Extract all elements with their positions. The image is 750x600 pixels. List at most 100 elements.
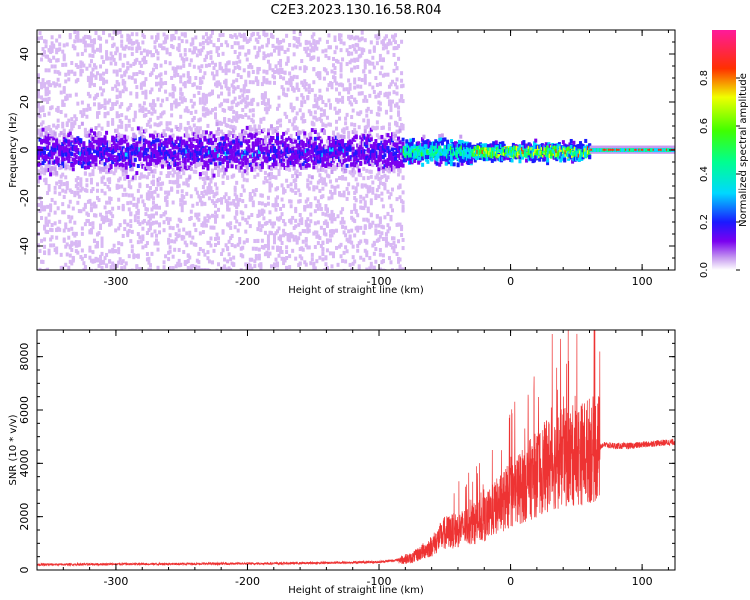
spectrogram-cell bbox=[300, 139, 304, 144]
spectrogram-cell bbox=[62, 194, 66, 199]
spectrogram-cell bbox=[49, 227, 53, 232]
spectrogram-cell bbox=[89, 75, 93, 80]
spectrogram-cell bbox=[365, 239, 369, 244]
spectrogram-cell bbox=[185, 39, 189, 44]
spectrogram-cell bbox=[46, 132, 50, 137]
spectrogram-cell bbox=[154, 143, 158, 148]
spectrogram-cell bbox=[180, 189, 184, 194]
spectrogram-cell bbox=[50, 47, 54, 52]
spectrogram-cell bbox=[285, 130, 289, 135]
spectrogram-cell bbox=[262, 96, 266, 101]
spectrogram-cell bbox=[286, 56, 290, 61]
spectrogram-cell bbox=[200, 200, 204, 205]
spectrogram-cell bbox=[53, 190, 57, 195]
spectrogram-cell bbox=[271, 203, 275, 208]
spectrogram-cell bbox=[251, 162, 255, 167]
spectrogram-cell bbox=[49, 106, 53, 111]
spectrogram-cell bbox=[271, 148, 275, 153]
spectrogram-cell bbox=[338, 108, 342, 113]
spectrogram-cell bbox=[124, 165, 128, 170]
spectrogram-cell bbox=[91, 225, 95, 230]
spectrogram-cell bbox=[111, 143, 115, 148]
spectrogram-cell bbox=[289, 149, 293, 154]
spectrogram-cell bbox=[117, 260, 121, 265]
spectrogram-cell bbox=[339, 193, 343, 198]
spectrogram-cell bbox=[259, 165, 263, 170]
spectrogram-cell bbox=[256, 39, 260, 44]
spectrogram-cell bbox=[138, 108, 142, 113]
spectrogram-cell bbox=[106, 218, 110, 223]
spectrogram-cell bbox=[70, 242, 74, 247]
spectrogram-cell bbox=[345, 62, 349, 67]
spectrogram-cell bbox=[67, 142, 71, 147]
spectrogram-cell bbox=[55, 144, 59, 149]
spectrogram-cell bbox=[201, 93, 205, 98]
spectrogram-cell bbox=[363, 160, 367, 165]
spectrogram-cell bbox=[235, 118, 239, 123]
spectrogram-cell bbox=[288, 81, 292, 86]
spectrogram-cell bbox=[204, 158, 208, 163]
spectrogram-cell bbox=[289, 204, 293, 209]
spectrogram-cell bbox=[174, 98, 178, 103]
spectrogram-cell bbox=[55, 250, 59, 255]
spectrogram-cell bbox=[151, 174, 155, 179]
spectrogram-cell bbox=[239, 155, 243, 160]
spectrogram-cell bbox=[44, 126, 48, 131]
spectrogram-cell bbox=[292, 152, 296, 157]
spectrogram-cell bbox=[129, 200, 133, 205]
spectrogram-cell bbox=[301, 140, 305, 145]
spectrogram-cell bbox=[207, 138, 211, 143]
spectrogram-cell bbox=[348, 155, 352, 160]
spectrogram-cell bbox=[94, 94, 98, 99]
spectrogram-cell bbox=[99, 76, 103, 81]
spectrogram-cell bbox=[139, 63, 143, 68]
spectrogram-cell bbox=[50, 138, 54, 143]
spectrogram-cell bbox=[179, 87, 183, 92]
spectrogram-cell bbox=[118, 163, 122, 168]
spectrogram-cell bbox=[241, 173, 245, 178]
spectrogram-cell bbox=[147, 171, 151, 176]
spectrogram-cell bbox=[245, 171, 249, 176]
spectrogram-cell bbox=[108, 187, 112, 192]
spectrogram-cell bbox=[176, 172, 180, 177]
spectrogram-cell bbox=[277, 162, 281, 167]
spectrogram-cell bbox=[365, 193, 369, 198]
spectrogram-cell bbox=[348, 262, 352, 267]
spectrogram-cell bbox=[142, 151, 146, 156]
spectrogram-cell bbox=[213, 148, 217, 153]
spectrogram-cell bbox=[40, 81, 44, 86]
spectrogram-cell bbox=[250, 33, 254, 38]
spectrogram-cell bbox=[56, 161, 60, 166]
spectrogram-cell bbox=[88, 245, 92, 250]
spectrogram-cell bbox=[365, 184, 369, 189]
spectrogram-cell bbox=[360, 78, 364, 83]
spectrogram-cell bbox=[68, 244, 72, 249]
spectrogram-cell bbox=[253, 131, 257, 136]
spectrogram-cell bbox=[297, 131, 301, 136]
spectrogram-cell bbox=[348, 45, 352, 50]
spectrogram-cell bbox=[64, 166, 68, 171]
spectrogram-cells bbox=[37, 30, 675, 270]
spectrogram-cell bbox=[165, 174, 169, 179]
spectrogram-cell bbox=[250, 118, 254, 123]
spectrogram-cell bbox=[339, 242, 343, 247]
spectrogram-cell bbox=[94, 132, 98, 137]
spectrogram-cell bbox=[68, 129, 72, 134]
spectrogram-cell bbox=[220, 102, 224, 107]
spectrogram-cell bbox=[341, 176, 345, 181]
spectrogram-cell bbox=[139, 239, 143, 244]
spectrogram-cell bbox=[186, 266, 190, 270]
spectrogram-cell bbox=[363, 65, 367, 70]
spectrogram-cell bbox=[41, 151, 45, 156]
spectrogram-cell bbox=[357, 267, 361, 270]
spectrogram-cell bbox=[350, 162, 354, 167]
spectrogram-cell bbox=[176, 102, 180, 107]
spectrogram-cell bbox=[176, 184, 180, 189]
spectrogram-cell bbox=[360, 47, 364, 52]
spectrogram-cell bbox=[67, 139, 71, 144]
spectrogram-cell bbox=[330, 162, 334, 167]
spectrogram-cell bbox=[171, 157, 175, 162]
spectrogram-cell bbox=[97, 135, 101, 140]
spectrogram-cell bbox=[215, 214, 219, 219]
spectrogram-cell bbox=[40, 146, 44, 151]
